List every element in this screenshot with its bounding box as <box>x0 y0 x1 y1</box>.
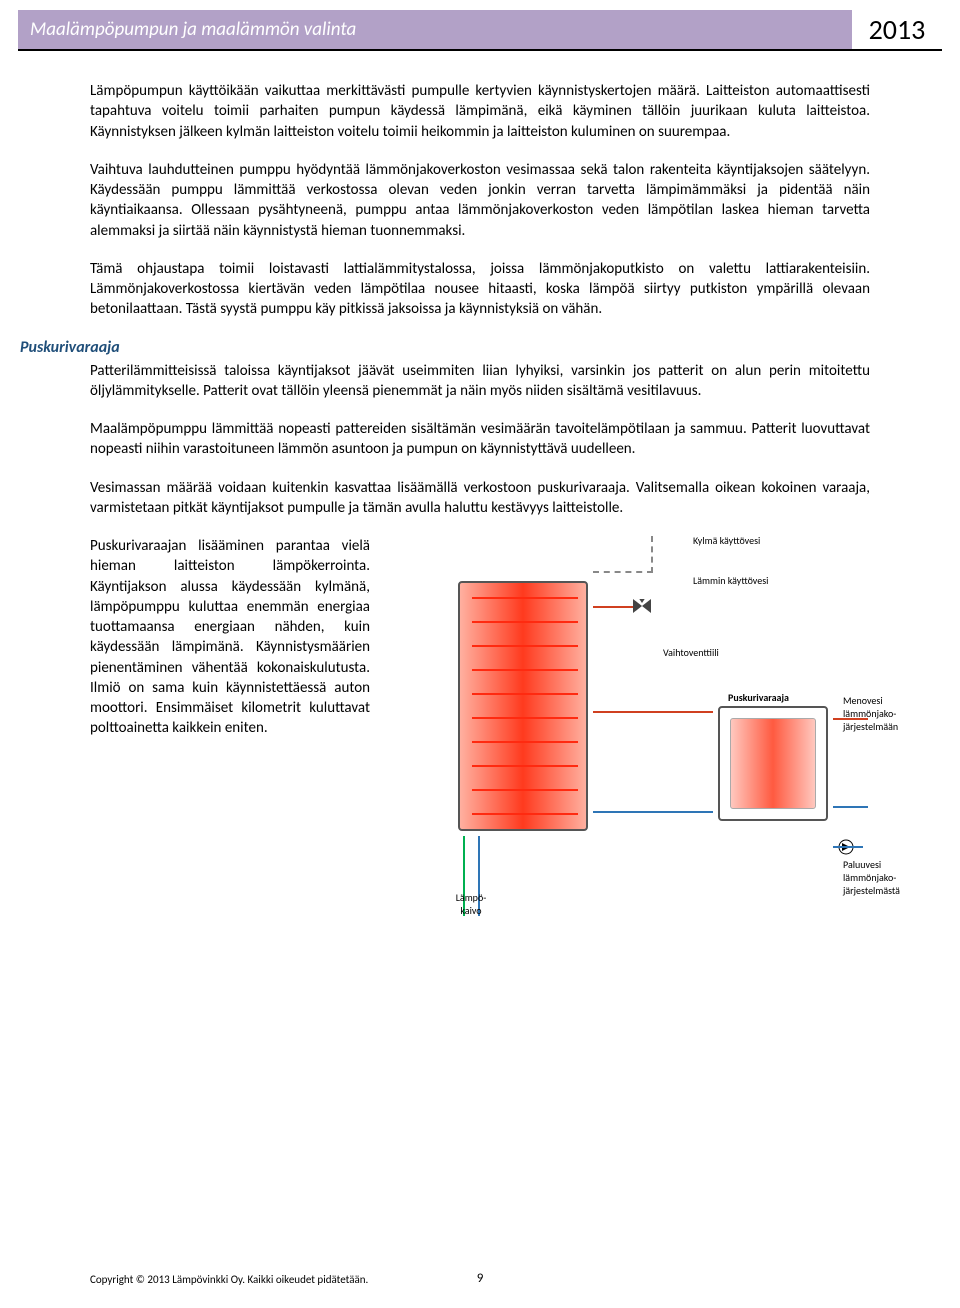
footer-copyright: Copyright © 2013 Lämpövinkki Oy. Kaikki … <box>90 1273 368 1286</box>
page-header: Maalämpöpumpun ja maalämmön valinta 2013 <box>18 10 942 51</box>
label-vaihtoventtiili: Vaihtoventtiili <box>663 646 719 659</box>
two-column-row: Puskurivaraajan lisääminen parantaa viel… <box>90 536 870 916</box>
paragraph-3: Tämä ohjaustapa toimii loistavasti latti… <box>90 259 870 320</box>
label-lammin-kayttovesi: Lämmin käyttövesi <box>693 574 768 587</box>
buffer-tank <box>718 706 828 821</box>
pipe-return-in <box>833 806 868 808</box>
pipe-supply <box>593 711 713 713</box>
heating-system-diagram: Kylmä käyttövesi Lämmin käyttövesi Vaiht… <box>388 536 870 916</box>
label-lampokaivo: Lämpö-kaivo <box>446 891 496 917</box>
tank-coil <box>472 595 578 821</box>
page-number: 9 <box>477 1271 484 1286</box>
pipe-cold-up <box>651 536 653 573</box>
header-title: Maalämpöpumpun ja maalämmön valinta <box>18 10 852 49</box>
label-menovesi: Menovesi lämmönjako-järjestelmään <box>843 694 913 733</box>
header-year: 2013 <box>852 10 942 49</box>
label-puskurivaraaja: Puskurivaraaja <box>728 691 789 704</box>
valve-icon <box>633 599 651 613</box>
pipe-return <box>593 811 713 813</box>
pipe-return-pump <box>833 846 863 848</box>
page-body: Lämpöpumpun käyttöikään vaikuttaa merkit… <box>0 51 960 916</box>
pipe-cold-in <box>593 571 653 573</box>
paragraph-6: Vesimassan määrää voidaan kuitenkin kasv… <box>90 478 870 519</box>
buffer-tank-inner <box>730 718 816 809</box>
left-text-column: Puskurivaraajan lisääminen parantaa viel… <box>90 536 370 916</box>
paragraph-1: Lämpöpumpun käyttöikään vaikuttaa merkit… <box>90 81 870 142</box>
paragraph-2: Vaihtuva lauhdutteinen pumppu hyödyntää … <box>90 160 870 241</box>
label-kylma-kayttovesi: Kylmä käyttövesi <box>693 534 760 547</box>
paragraph-5: Maalämpöpumppu lämmittää nopeasti patter… <box>90 419 870 460</box>
paragraph-4: Patterilämmitteisissä taloissa käyntijak… <box>90 361 870 402</box>
section-heading-puskurivaraaja: Puskurivaraaja <box>20 338 870 357</box>
label-paluuvesi: Paluuvesi lämmönjako-järjestelmästä <box>843 858 918 897</box>
diagram-column: Kylmä käyttövesi Lämmin käyttövesi Vaiht… <box>388 536 870 916</box>
hot-water-tank <box>458 581 588 831</box>
pipe-warm-out <box>593 606 633 608</box>
